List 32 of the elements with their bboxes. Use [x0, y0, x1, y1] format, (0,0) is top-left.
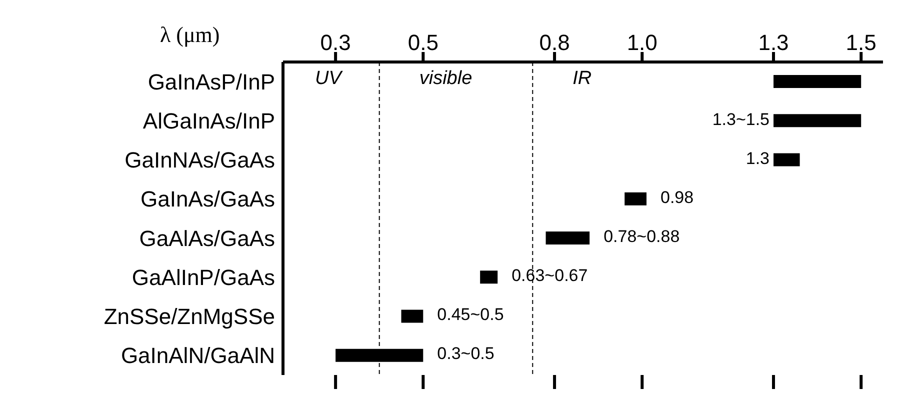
y-tick-label: GaAlInP/GaAs	[132, 264, 275, 290]
annotation: 0.63~0.67	[512, 266, 588, 286]
x-tick-label: 1.0	[626, 30, 658, 55]
annotation: 0.3~0.5	[437, 344, 494, 364]
x-tick-label: 0.5	[408, 30, 438, 55]
annotation: 0.45~0.5	[437, 305, 504, 326]
x-tick-label: 0.8	[539, 30, 570, 55]
annotation: IR	[572, 68, 592, 90]
x-tick-label: 1.3	[758, 30, 789, 55]
y-tick-label: GaInAs/GaAs	[140, 186, 275, 212]
bar	[624, 192, 647, 206]
y-tick-label: ZnSSe/ZnMgSSe	[104, 304, 275, 330]
x-axis-title: λ (μm)	[160, 22, 220, 48]
annotation: 1.3	[746, 148, 770, 169]
y-tick-label: GaInAsP/InP	[148, 69, 275, 94]
x-tick-label: 1.5	[846, 30, 876, 55]
annotation: 1.3~1.5	[712, 110, 770, 130]
x-tick-label: 0.3	[320, 30, 351, 55]
bar	[480, 270, 498, 284]
bar	[546, 232, 590, 244]
bar	[774, 114, 862, 128]
y-tick-label: GaAlAs/GaAs	[139, 226, 275, 251]
annotation: UV	[315, 68, 342, 90]
annotation: visible	[419, 68, 472, 90]
bar	[401, 310, 424, 323]
bar	[774, 153, 800, 166]
y-tick-label: GaInAlN/GaAlN	[120, 343, 275, 368]
annotation: 0.78~0.88	[604, 227, 680, 248]
y-tick-label: AlGaInAs/InP	[142, 108, 275, 134]
annotation: 0.98	[660, 188, 694, 208]
bar	[774, 75, 862, 88]
y-tick-label: GaInNAs/GaAs	[124, 148, 275, 173]
